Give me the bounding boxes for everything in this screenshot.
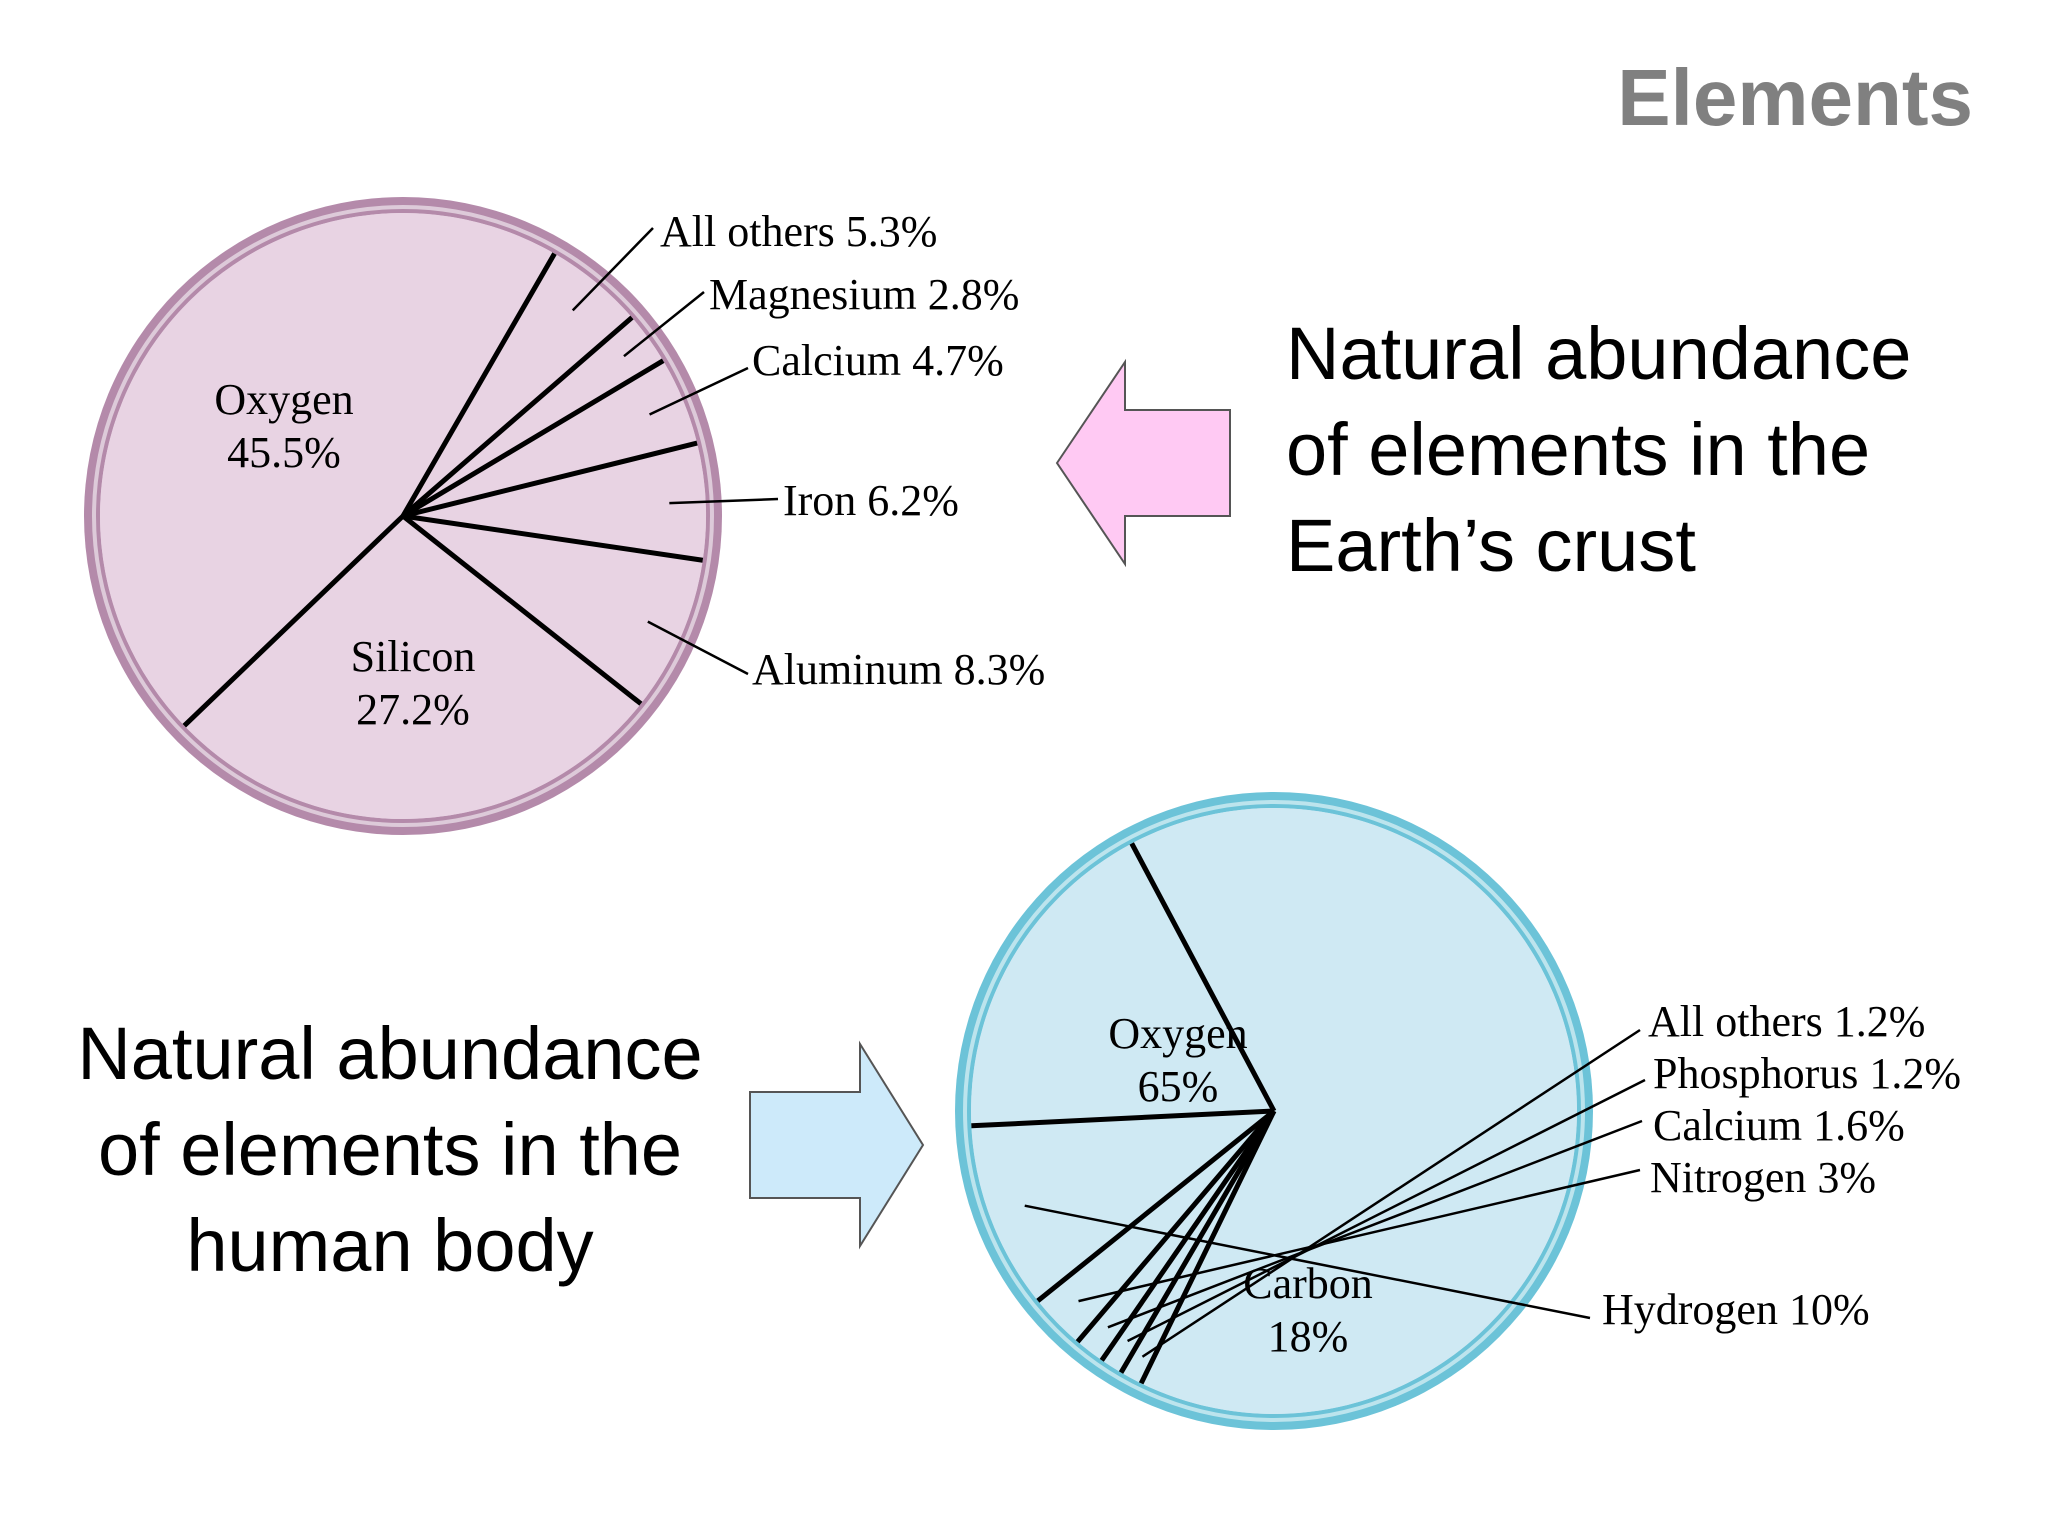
pie-slice-calcium	[403, 360, 698, 516]
slice-value-oxygen: 65%	[1138, 1062, 1219, 1111]
slice-label-nitrogen: Nitrogen 3%	[1650, 1153, 1876, 1202]
slice-value-carbon: 18%	[1268, 1312, 1349, 1361]
crust-caption-line: Natural abundance	[1286, 312, 1912, 395]
pie-slice-magnesium	[403, 317, 664, 516]
slice-value-oxygen: 45.5%	[227, 428, 341, 477]
slice-divider	[1036, 1109, 1276, 1303]
crust-caption: Natural abundance of elements in the Ear…	[1286, 306, 1911, 594]
pie-ring-highlight	[92, 205, 714, 827]
slice-divider	[401, 358, 665, 519]
pie-slice-all-others	[403, 253, 632, 516]
slice-value-silicon: 27.2%	[356, 685, 470, 734]
pie-slice-oxygen	[100, 213, 555, 726]
body-caption-line: of elements in the	[97, 1108, 683, 1191]
body-caption: Natural abundance of elements in the hum…	[30, 1006, 750, 1294]
slice-label-all-others: All others 1.2%	[1648, 997, 1925, 1046]
slice-divider	[402, 440, 698, 519]
slice-divider	[1075, 1109, 1276, 1344]
slice-divider	[1138, 1109, 1277, 1385]
slice-label-silicon: Silicon	[351, 632, 476, 681]
leader-line-magnesium	[623, 291, 705, 358]
pie-slice-silicon	[184, 516, 641, 819]
slice-label-oxygen: Oxygen	[1108, 1009, 1247, 1058]
pie-slice-nitrogen	[1037, 1111, 1274, 1342]
leader-line-hydrogen	[1024, 1204, 1591, 1320]
arrow-left-icon	[1055, 358, 1231, 568]
slice-label-calcium: Calcium 1.6%	[1653, 1101, 1905, 1150]
body-caption-line: human body	[186, 1204, 594, 1287]
slice-divider	[401, 315, 634, 518]
slice-divider	[1118, 1109, 1277, 1374]
pie-slice-hydrogen	[971, 1111, 1274, 1301]
leader-line-calcium	[649, 366, 749, 416]
crust-caption-line: of elements in the	[1286, 408, 1871, 491]
slice-divider	[400, 252, 557, 518]
slice-label-iron: Iron 6.2%	[783, 476, 959, 525]
leader-line-all-others	[1141, 1028, 1641, 1358]
slide-title: Elements	[1617, 53, 1973, 142]
slice-label-all-others: All others 5.3%	[660, 207, 937, 256]
pie-slice-iron	[403, 443, 706, 561]
slice-label-oxygen: Oxygen	[214, 375, 353, 424]
leader-line-all-others	[571, 227, 654, 312]
slice-label-magnesium: Magnesium 2.8%	[709, 270, 1019, 319]
pie-slice-carbon	[971, 843, 1274, 1126]
pie-slice-aluminum	[403, 516, 703, 704]
leader-line-calcium	[1107, 1119, 1643, 1329]
crust-caption-line: Earth’s crust	[1286, 504, 1696, 587]
slice-divider	[1129, 842, 1277, 1113]
body-caption-line: Natural abundance	[77, 1012, 703, 1095]
slice-label-calcium: Calcium 4.7%	[752, 336, 1004, 385]
slice-divider	[402, 513, 704, 563]
slice-label-aluminum: Aluminum 8.3%	[752, 645, 1045, 694]
leader-line-aluminum	[647, 620, 749, 676]
arrow-right-icon	[749, 1040, 925, 1250]
leader-line-phosphorus	[1126, 1078, 1646, 1343]
slice-divider	[971, 1108, 1275, 1129]
slice-divider	[401, 514, 643, 706]
slice-label-hydrogen: Hydrogen 10%	[1602, 1285, 1870, 1334]
slice-divider	[182, 514, 405, 728]
leader-line-iron	[669, 497, 779, 505]
slice-label-phosphorus: Phosphorus 1.2%	[1653, 1049, 1961, 1098]
leader-line-nitrogen	[1078, 1168, 1641, 1303]
